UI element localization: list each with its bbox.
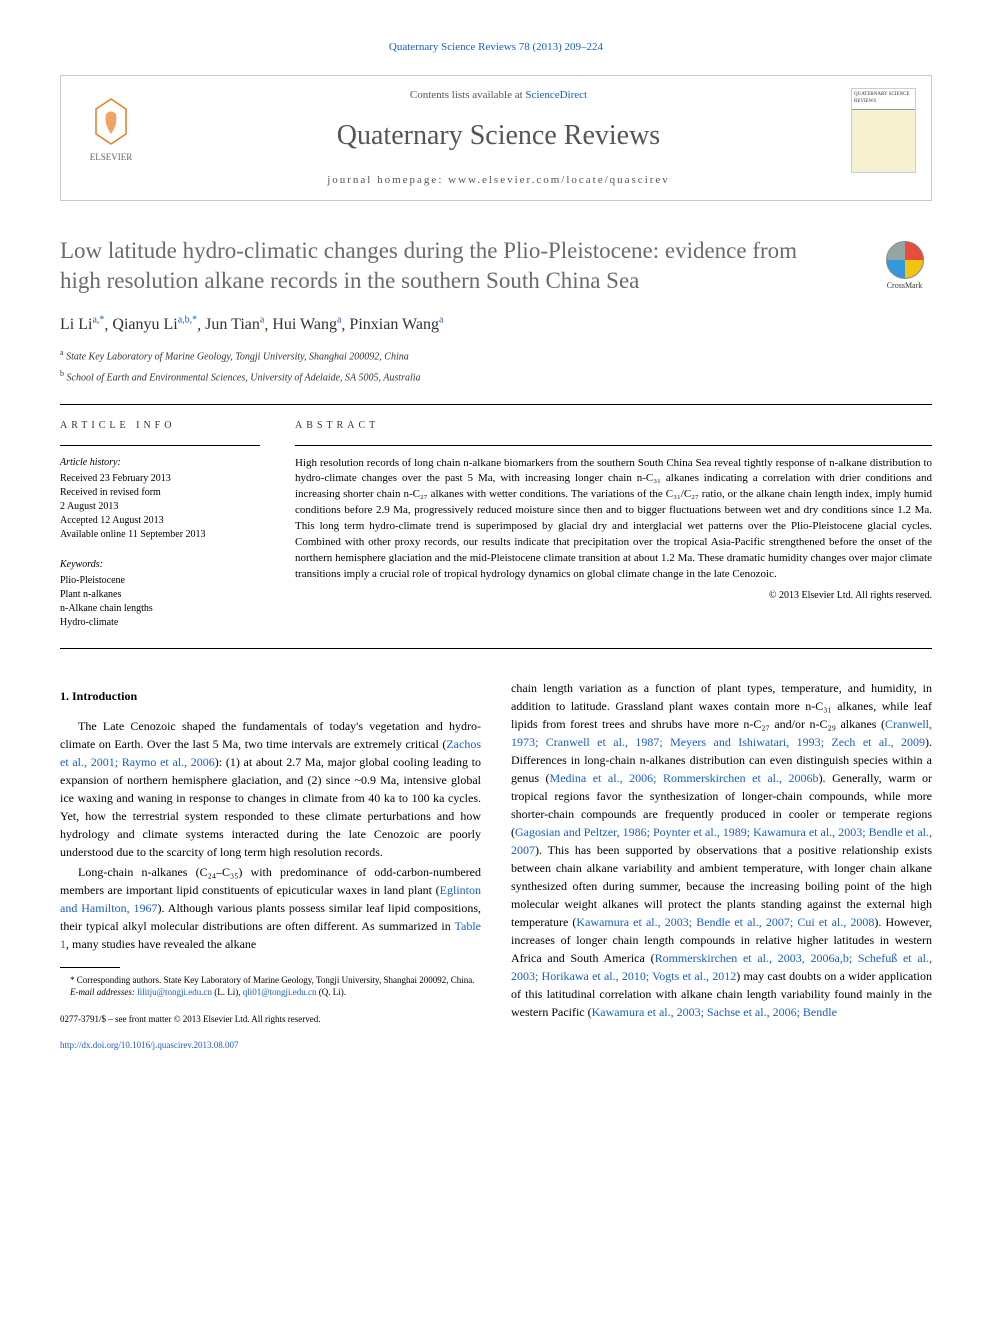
elsevier-logo: ELSEVIER: [76, 88, 146, 168]
citation-link[interactable]: Kawamura et al., 2003; Sachse et al., 20…: [592, 1005, 837, 1019]
divider: [60, 404, 932, 405]
copyright: © 2013 Elsevier Ltd. All rights reserved…: [295, 589, 932, 603]
email-link[interactable]: lilitju@tongji.edu.cn: [137, 987, 212, 997]
paragraph: The Late Cenozoic shaped the fundamental…: [60, 717, 481, 861]
footnote-separator: [60, 967, 120, 968]
abstract-text: High resolution records of long chain n-…: [295, 456, 932, 584]
article-info-column: ARTICLE INFO Article history: Received 2…: [60, 419, 260, 630]
author: Jun Tiana: [205, 316, 264, 333]
keywords-label: Keywords:: [60, 558, 260, 572]
affiliation: b School of Earth and Environmental Scie…: [60, 368, 932, 385]
contents-prefix: Contents lists available at: [410, 89, 525, 101]
keyword: Plant n-alkanes: [60, 588, 260, 602]
homepage-url[interactable]: www.elsevier.com/locate/quascirev: [448, 174, 670, 186]
doi-link[interactable]: http://dx.doi.org/10.1016/j.quascirev.20…: [60, 1040, 239, 1050]
issn-line: 0277-3791/$ – see front matter © 2013 El…: [60, 1013, 481, 1026]
history-item: Accepted 12 August 2013: [60, 514, 260, 528]
history-item: 2 August 2013: [60, 500, 260, 514]
publisher-name: ELSEVIER: [90, 151, 133, 164]
history-item: Available online 11 September 2013: [60, 528, 260, 542]
journal-title: Quaternary Science Reviews: [161, 116, 836, 155]
corresponding-author-note: * Corresponding authors. State Key Labor…: [60, 974, 481, 987]
email-note: E-mail addresses: lilitju@tongji.edu.cn …: [60, 986, 481, 999]
journal-cover-thumbnail: QUATERNARY SCIENCE REVIEWS: [851, 88, 916, 173]
journal-header: ELSEVIER Contents lists available at Sci…: [60, 75, 932, 201]
author-list: Li Lia,*, Qianyu Lia,b,*, Jun Tiana, Hui…: [60, 314, 932, 337]
sciencedirect-link[interactable]: ScienceDirect: [525, 89, 587, 101]
article-title: Low latitude hydro-climatic changes duri…: [60, 236, 932, 296]
contents-available-line: Contents lists available at ScienceDirec…: [161, 88, 836, 103]
crossmark-label: CrossMark: [877, 280, 932, 291]
email-link[interactable]: qli01@tongji.edu.cn: [243, 987, 317, 997]
keyword: Hydro-climate: [60, 616, 260, 630]
citation-link[interactable]: Medina et al., 2006; Rommerskirchen et a…: [550, 771, 819, 785]
abstract-column: ABSTRACT High resolution records of long…: [295, 419, 932, 630]
keyword: n-Alkane chain lengths: [60, 602, 260, 616]
crossmark-icon: [885, 240, 925, 280]
author: Li Lia,*: [60, 316, 104, 333]
history-label: Article history:: [60, 456, 260, 470]
abstract-label: ABSTRACT: [295, 419, 932, 433]
journal-homepage: journal homepage: www.elsevier.com/locat…: [161, 173, 836, 200]
author: Qianyu Lia,b,*: [112, 316, 197, 333]
homepage-prefix: journal homepage:: [327, 174, 448, 186]
paragraph: Long-chain n-alkanes (C₂₄–C₃₅) with pred…: [60, 863, 481, 953]
author: Pinxian Wanga: [349, 316, 443, 333]
affiliation: a State Key Laboratory of Marine Geology…: [60, 347, 932, 364]
article-body: 1. Introduction The Late Cenozoic shaped…: [60, 679, 932, 1052]
history-item: Received 23 February 2013: [60, 472, 260, 486]
keyword: Plio-Pleistocene: [60, 574, 260, 588]
paragraph: chain length variation as a function of …: [511, 679, 932, 1021]
citation-line: Quaternary Science Reviews 78 (2013) 209…: [60, 40, 932, 55]
author: Hui Wanga: [272, 316, 341, 333]
divider: [60, 648, 932, 649]
article-info-label: ARTICLE INFO: [60, 419, 260, 433]
divider: [60, 445, 260, 446]
crossmark-badge[interactable]: CrossMark: [877, 240, 932, 291]
section-heading: 1. Introduction: [60, 687, 481, 705]
divider: [295, 445, 932, 446]
citation-link[interactable]: Kawamura et al., 2003; Bendle et al., 20…: [576, 915, 874, 929]
history-item: Received in revised form: [60, 486, 260, 500]
cover-title: QUATERNARY SCIENCE REVIEWS: [852, 89, 915, 110]
